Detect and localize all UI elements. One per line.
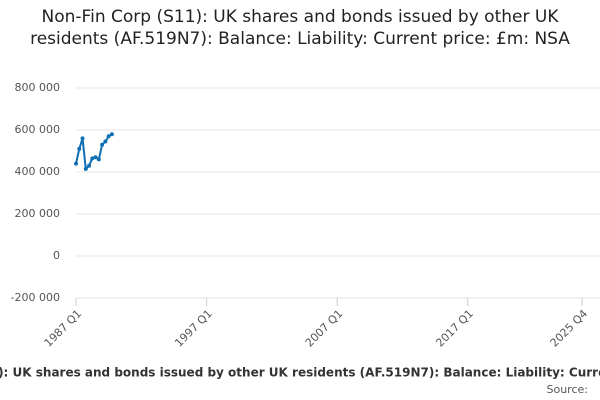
x-tick-label: 2007 Q1 (303, 307, 346, 350)
y-tick-label: 0 (53, 249, 60, 262)
y-tick-label: 200 000 (15, 207, 61, 220)
chart-title: Non-Fin Corp (S11): UK shares and bonds … (30, 7, 570, 49)
point (87, 163, 92, 168)
y-tick-label: 600 000 (15, 123, 61, 136)
x-tick-label: 1997 Q1 (172, 307, 215, 350)
point (100, 142, 105, 147)
point (93, 155, 98, 160)
x-tick-label: 1987 Q1 (42, 307, 85, 350)
y-tick-label: 400 000 (15, 165, 61, 178)
point (106, 134, 111, 139)
source: Source: (547, 383, 589, 396)
point (77, 146, 82, 151)
point (103, 139, 108, 144)
point (83, 166, 88, 171)
legend-entry: Non-Fin Corp (S11): UK shares and bonds … (0, 366, 600, 380)
x-tick-label: 2025 Q4 (548, 307, 591, 350)
point (74, 161, 78, 166)
x-tick-label: 2017 Q1 (433, 307, 476, 350)
y-tick-label: 800 000 (15, 81, 61, 94)
point (96, 157, 101, 162)
point (80, 136, 85, 141)
y-tick-label: -200 000 (11, 291, 60, 304)
point (109, 132, 114, 137)
point (90, 156, 95, 161)
